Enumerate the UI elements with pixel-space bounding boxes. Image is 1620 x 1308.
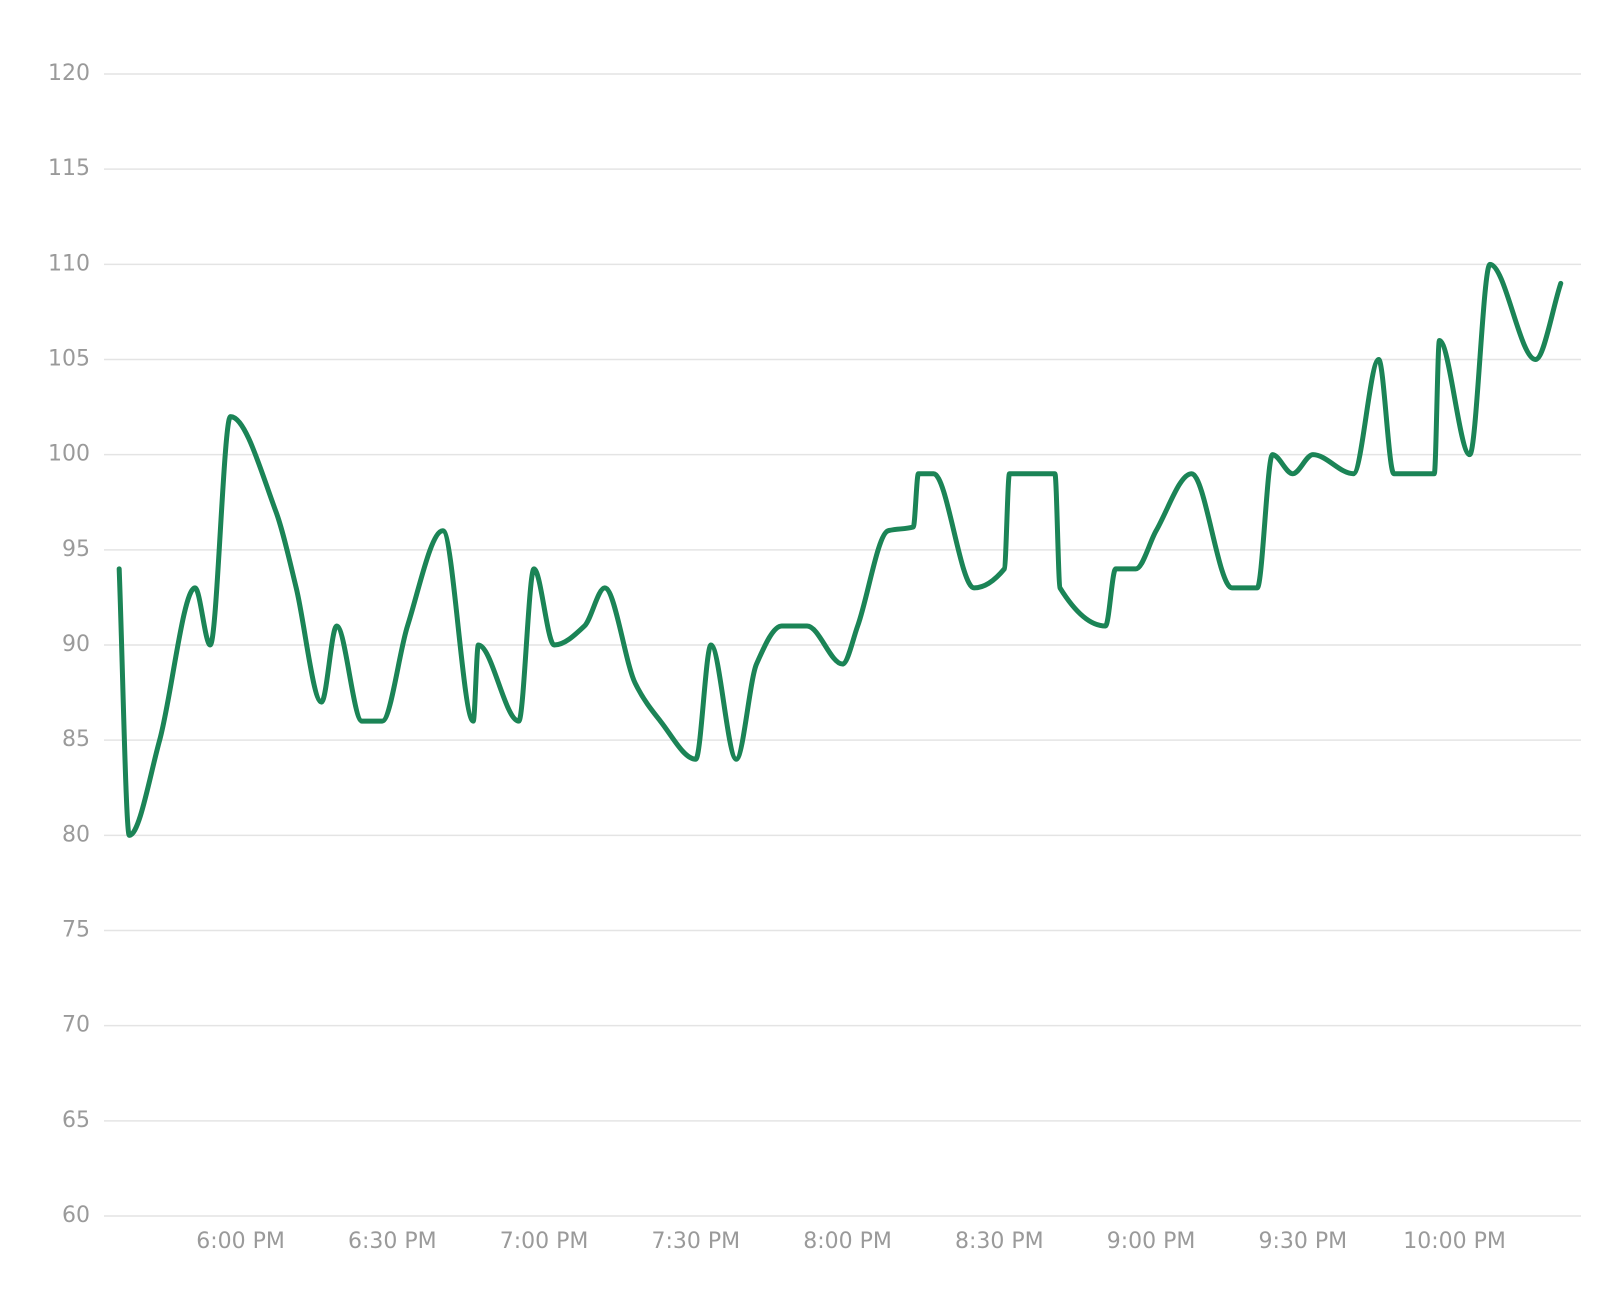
y-tick-label: 110 [48,251,90,276]
y-tick-label: 120 [48,61,90,86]
x-tick-label: 9:30 PM [1258,1229,1347,1254]
y-tick-label: 75 [62,918,90,943]
y-tick-label: 80 [62,822,90,847]
y-tick-label: 85 [62,727,90,752]
x-tick-label: 6:30 PM [348,1229,437,1254]
y-tick-label: 115 [48,156,90,181]
data-line [116,261,1564,838]
y-tick-label: 100 [48,442,90,467]
x-tick-label: 8:00 PM [803,1229,892,1254]
y-tick-label: 60 [62,1203,90,1228]
y-tick-label: 70 [62,1013,90,1038]
x-tick-label: 9:00 PM [1107,1229,1196,1254]
y-tick-label: 95 [62,537,90,562]
y-tick-label: 65 [62,1108,90,1133]
x-tick-label: 6:00 PM [196,1229,285,1254]
x-tick-label: 8:30 PM [955,1229,1044,1254]
x-tick-label: 7:00 PM [500,1229,589,1254]
y-tick-label: 105 [48,347,90,372]
x-tick-label: 10:00 PM [1403,1229,1506,1254]
x-tick-label: 7:30 PM [651,1229,740,1254]
y-tick-label: 90 [62,632,90,657]
